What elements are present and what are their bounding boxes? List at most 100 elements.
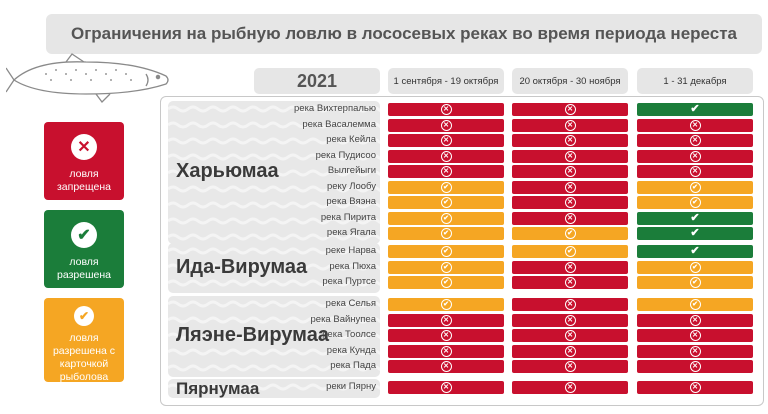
column-header: 20 октября - 30 ноября (512, 68, 628, 94)
wave-decoration (168, 247, 380, 287)
check-circle-icon: ✔ (689, 277, 701, 288)
cross-icon: ✕ (564, 150, 576, 162)
region-name: Ляэне-Вирумаа (176, 324, 329, 347)
status-cell-red: ✕ (512, 149, 628, 163)
status-cell-red: ✕ (512, 344, 628, 358)
check-circle-icon: ✔ (440, 197, 452, 208)
check-circle-icon: ✔ (74, 306, 94, 326)
legend-item-red: ✕ ловля запрещена (44, 122, 124, 200)
status-cell-orange: ✔ (637, 260, 753, 274)
status-cell-red: ✕ (637, 360, 753, 373)
status-cell-orange: ✔ (388, 180, 504, 194)
salmon-icon (6, 53, 169, 103)
cross-icon: ✕ (71, 134, 97, 160)
check-icon: ✔ (690, 245, 700, 257)
river-name: река Пуртсе (322, 276, 376, 287)
cross-icon: ✕ (689, 330, 701, 341)
status-cell-red: ✕ (388, 344, 504, 358)
cross-icon: ✕ (564, 212, 576, 224)
cross-icon: ✕ (564, 119, 576, 131)
status-cell-red: ✕ (512, 329, 628, 342)
river-name: реку Лообу (326, 180, 376, 192)
status-cell-red: ✕ (637, 134, 753, 147)
status-cell-orange: ✔ (637, 180, 753, 194)
cross-icon: ✕ (440, 330, 452, 341)
cross-icon: ✕ (564, 299, 576, 310)
status-cell-orange: ✔ (637, 298, 753, 311)
cross-icon: ✕ (564, 330, 576, 341)
cross-icon: ✕ (440, 119, 452, 131)
river-name: река Пада (330, 360, 376, 371)
status-cell-red: ✕ (388, 329, 504, 342)
legend-label: ловля разрешена с карточкой рыболова (52, 332, 116, 383)
check-circle-icon: ✔ (440, 299, 452, 310)
status-cell-orange: ✔ (512, 245, 628, 258)
legend-item-orange: ✔ ловля разрешена с карточкой рыболова (44, 298, 124, 383)
status-cell-orange: ✔ (388, 298, 504, 311)
status-cell-orange: ✔ (637, 196, 753, 209)
status-cell-red: ✕ (512, 298, 628, 311)
status-cell-red: ✕ (637, 149, 753, 163)
river-name: река Селья (325, 298, 376, 309)
status-cell-red: ✕ (512, 180, 628, 194)
cross-icon: ✕ (689, 135, 701, 146)
cross-icon: ✕ (689, 361, 701, 372)
page-title: Ограничения на рыбную ловлю в лососевых … (70, 24, 738, 43)
status-cell-red: ✕ (512, 313, 628, 327)
status-cell-red: ✕ (388, 103, 504, 116)
region-name: Пярнумаа (176, 379, 260, 398)
status-cell-green: ✔ (637, 227, 753, 240)
cross-icon: ✕ (564, 314, 576, 326)
title-banner: Ограничения на рыбную ловлю в лососевых … (46, 14, 762, 54)
status-cell-red: ✕ (512, 360, 628, 373)
region-block: Харьюмаа (168, 101, 380, 244)
status-cell-red: ✕ (388, 118, 504, 132)
status-cell-red: ✕ (388, 360, 504, 373)
status-cell-red: ✕ (637, 118, 753, 132)
check-circle-icon: ✔ (440, 277, 452, 288)
status-cell-red: ✕ (512, 211, 628, 225)
check-icon: ✔ (71, 222, 97, 248)
schedule-table (160, 96, 764, 406)
cross-icon: ✕ (564, 382, 576, 393)
cross-icon: ✕ (564, 197, 576, 208)
river-name: реке Нарва (325, 245, 376, 256)
legend-item-green: ✔ ловля разрешена (44, 210, 124, 288)
status-cell-green: ✔ (637, 211, 753, 225)
river-name: река Вайнупеа (310, 313, 377, 325)
status-cell-orange: ✔ (512, 227, 628, 240)
river-name: реки Пярну (326, 381, 376, 392)
status-cell-red: ✕ (512, 134, 628, 147)
river-name: река Тоолсе (322, 329, 376, 340)
status-cell-orange: ✔ (388, 245, 504, 258)
river-name: река Пюха (329, 260, 376, 272)
year-header: 2021 (254, 68, 380, 94)
cross-icon: ✕ (689, 382, 701, 393)
cross-icon: ✕ (564, 361, 576, 372)
status-cell-red: ✕ (637, 329, 753, 342)
region-name: Харьюмаа (176, 160, 279, 183)
check-icon: ✔ (690, 103, 700, 115)
wave-decoration (168, 105, 380, 241)
status-cell-red: ✕ (388, 381, 504, 394)
column-header: 1 сентября - 19 октября (388, 68, 504, 94)
cross-icon: ✕ (564, 345, 576, 357)
cross-icon: ✕ (440, 135, 452, 146)
status-cell-red: ✕ (637, 381, 753, 394)
status-cell-red: ✕ (637, 165, 753, 178)
river-name: река Вяэна (326, 196, 376, 207)
wave-decoration (168, 300, 380, 372)
river-name: река Вихтерпалью (294, 103, 376, 114)
check-icon: ✔ (690, 211, 700, 224)
status-cell-red: ✕ (388, 313, 504, 327)
cross-icon: ✕ (564, 166, 576, 177)
cross-icon: ✕ (440, 104, 452, 115)
cross-icon: ✕ (440, 166, 452, 177)
column-header: 1 - 31 декабря (637, 68, 753, 94)
legend-label: ловля разрешена (57, 256, 111, 281)
check-circle-icon: ✔ (689, 261, 701, 273)
cross-icon: ✕ (440, 150, 452, 162)
status-cell-red: ✕ (512, 276, 628, 289)
check-circle-icon: ✔ (440, 181, 452, 193)
status-cell-red: ✕ (388, 134, 504, 147)
